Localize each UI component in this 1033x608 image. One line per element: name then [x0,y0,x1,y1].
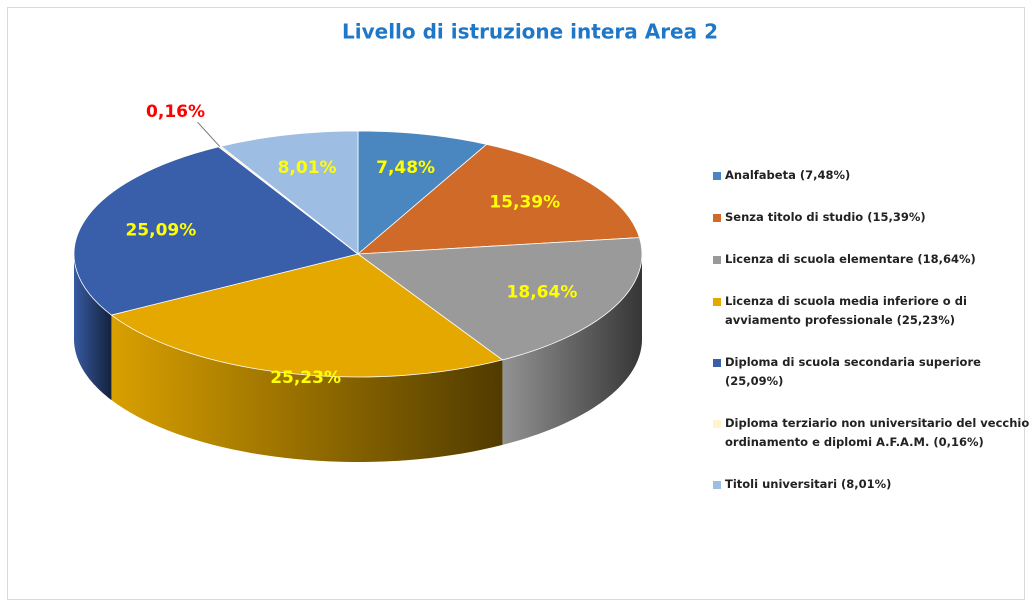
chart-border [7,7,1025,600]
value-label: 25,09% [125,220,196,240]
slice [110,253,504,378]
slice-side-shade [111,315,503,462]
legend-item: Analfabeta (7,48%) [713,166,1031,185]
legend-item: Diploma terziario non universitario del … [713,414,1031,452]
legend-label: Diploma terziario non universitario del … [725,416,1030,449]
slice [220,130,359,255]
slice-side-shade [74,254,112,401]
legend-item: Licenza di scuola media inferiore o di a… [713,292,1031,330]
legend-swatch [713,481,721,489]
legend: Analfabeta (7,48%) Senza titolo di studio… [713,166,1031,517]
legend-label: Titoli universitari (8,01%) [725,477,892,491]
slice-side-shade [502,254,642,445]
value-label: 0,16% [146,102,205,122]
legend-item: Titoli universitari (8,01%) [713,475,1031,494]
slice [73,146,359,316]
value-label: 7,48% [376,158,435,178]
slice [356,237,643,361]
legend-label: Senza titolo di studio (15,39%) [725,210,926,224]
value-label: 8,01% [278,158,337,178]
legend-swatch [713,256,721,264]
chart-title: Livello di istruzione intera Area 2 [342,20,718,44]
legend-swatch [713,420,721,428]
value-label: 25,23% [270,368,341,388]
legend-label: Analfabeta (7,48%) [725,168,851,182]
legend-label: Diploma di scuola secondaria superiore (… [725,355,981,388]
slice [356,143,640,255]
legend-item: Diploma di scuola secondaria superiore (… [713,353,1031,391]
legend-swatch [713,214,721,222]
leader-line [197,121,221,147]
value-label: 18,64% [507,283,578,303]
legend-swatch [713,298,721,306]
value-label: 15,39% [489,193,560,213]
legend-swatch [713,172,721,180]
legend-swatch [713,359,721,367]
slice [357,130,488,255]
legend-item: Senza titolo di studio (15,39%) [713,208,1031,227]
legend-label: Licenza di scuola media inferiore o di a… [725,294,967,327]
legend-item: Licenza di scuola elementare (18,64%) [713,250,1031,269]
legend-label: Licenza di scuola elementare (18,64%) [725,252,976,266]
